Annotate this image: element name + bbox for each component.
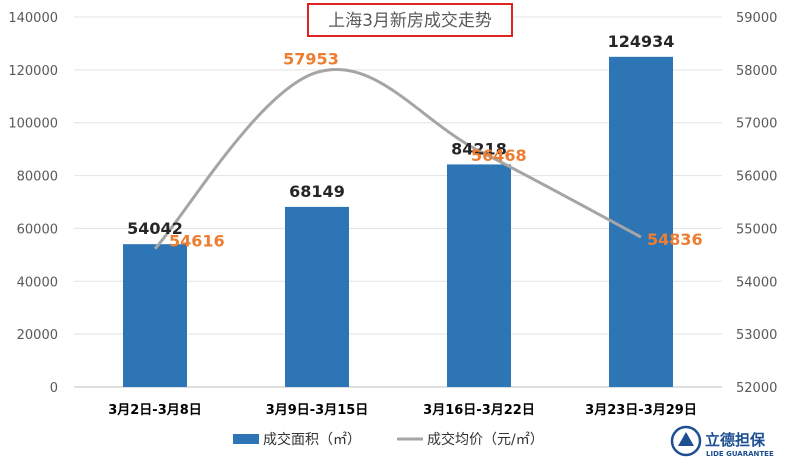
line-value-label: 56468 [471,146,527,165]
x-axis-category-label: 3月9日-3月15日 [266,403,369,418]
series-line [153,67,642,250]
chart-title-box: 上海3月新房成交走势 [307,3,513,37]
line-value-label: 54616 [169,232,225,251]
logo-mark-icon [678,432,694,446]
left-axis-tick-label: 60000 [17,222,58,237]
right-axis-tick-label: 54000 [736,275,777,290]
bar [447,164,511,387]
bar-value-label: 84218 [451,139,507,158]
x-axis: 3月2日-3月8日 3月9日-3月15日 3月16日-3月22日 3月23日-3月29… [108,403,697,418]
left-axis-tick-label: 120000 [8,64,58,79]
right-axis-tick-label: 53000 [736,328,777,343]
left-axis-tick-label: 20000 [17,328,58,343]
x-axis-category-label: 3月2日-3月8日 [108,403,202,418]
legend-label-bar: 成交面积（㎡） [263,431,361,448]
line-series [153,67,642,250]
right-axis-tick-label: 55000 [736,222,777,237]
x-axis-category-label: 3月23日-3月29日 [585,403,697,418]
left-axis-tick-label: 80000 [17,170,58,185]
right-axis-tick-label: 59000 [736,11,777,26]
bar [285,206,349,387]
left-axis-tick-label: 100000 [8,117,58,132]
line-value-label: 54836 [647,230,703,249]
legend: 成交面积（㎡） 成交均价（元/㎡） [233,431,544,448]
right-axis: 52000 53000 54000 55000 56000 57000 58000 59000 [736,11,777,396]
data-labels: 54042 68149 84218 124934 54616 57953 56468 5483… [127,32,703,251]
bar-value-label: 124934 [608,32,675,51]
x-axis-category-label: 3月16日-3月22日 [423,403,535,418]
bar [609,56,673,387]
left-axis-tick-label: 140000 [8,11,58,26]
chart-title: 上海3月新房成交走势 [328,11,492,31]
line-value-label: 57953 [283,49,339,68]
left-axis-tick-label: 0 [50,381,58,396]
logo-text-en: LIDE GUARANTEE [706,450,774,458]
right-axis-tick-label: 58000 [736,64,777,79]
legend-swatch-bar [233,434,259,444]
bar-value-label: 68149 [289,182,345,201]
bar [123,244,187,387]
bar-series [123,56,673,387]
bar-value-label: 54042 [127,219,183,238]
company-logo: 立德担保 LIDE GUARANTEE [670,425,774,458]
left-axis-tick-label: 40000 [17,275,58,290]
logo-text-cn: 立德担保 [705,431,766,449]
right-axis-tick-label: 56000 [736,170,777,185]
right-axis-tick-label: 57000 [736,117,777,132]
legend-label-line: 成交均价（元/㎡） [427,431,544,448]
left-axis: 0 20000 40000 60000 80000 100000 120000 140000 [8,11,58,396]
right-axis-tick-label: 52000 [736,381,777,396]
